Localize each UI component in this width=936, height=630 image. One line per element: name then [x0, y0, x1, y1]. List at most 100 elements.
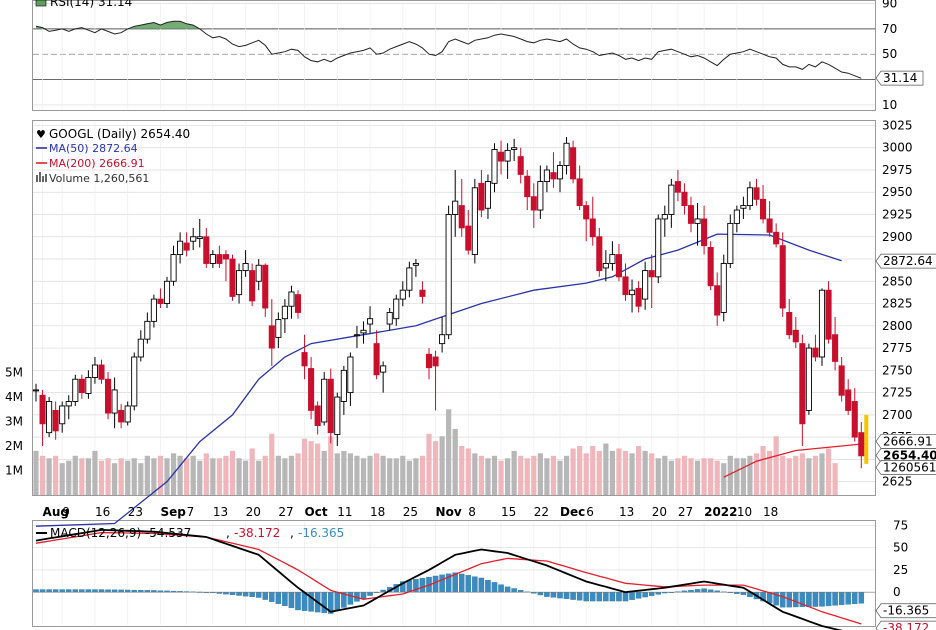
- volume-bar: [66, 460, 72, 495]
- macd-line: [35, 528, 844, 630]
- volume-bar: [295, 453, 301, 495]
- candle-body: [478, 182, 485, 211]
- ma200-value-tag: 2666.91: [883, 434, 933, 448]
- candle-body: [78, 378, 85, 394]
- date-axis-label: Dec: [560, 505, 585, 519]
- candle-body: [46, 401, 53, 434]
- candle-body: [268, 325, 275, 349]
- macd-histogram-bar: [537, 592, 544, 596]
- date-axis-label: 7: [187, 505, 195, 519]
- candle-body: [642, 270, 649, 300]
- candle-body: [589, 218, 596, 238]
- date-axis-label: 23: [128, 505, 143, 519]
- candle-body: [177, 240, 184, 256]
- macd-histogram-bar: [472, 576, 478, 593]
- macd-legend-signal: -38.172: [234, 526, 280, 540]
- candle-body: [452, 200, 459, 215]
- macd-histogram-bar: [642, 592, 648, 598]
- macd-histogram-bar: [852, 592, 858, 605]
- volume-bar: [708, 458, 714, 495]
- macd-histogram-bar: [229, 592, 236, 596]
- volume-bar: [347, 453, 353, 495]
- candle-body: [144, 320, 151, 340]
- candle-body: [504, 149, 511, 162]
- macd-histogram-bar: [793, 592, 799, 608]
- macd-histogram-bar: [262, 592, 268, 600]
- macd-axis-label: 0: [893, 585, 901, 599]
- candle-body: [72, 378, 79, 402]
- volume-bar: [275, 455, 281, 495]
- price-axis-label: 2775: [882, 341, 913, 355]
- candle-body: [419, 289, 426, 297]
- volume-bar: [144, 455, 150, 495]
- volume-bar: [216, 458, 222, 495]
- date-axis-label: Aug: [43, 505, 69, 519]
- volume-bar: [629, 453, 635, 495]
- volume-bar: [485, 458, 491, 495]
- volume-bar: [249, 448, 255, 495]
- candle-body: [347, 356, 354, 394]
- candle-body: [779, 245, 786, 309]
- candle-body: [766, 218, 773, 233]
- macd-histogram-bar: [491, 582, 498, 593]
- macd-histogram-bar: [806, 592, 812, 607]
- price-axis-label: 2925: [882, 208, 913, 222]
- volume-bar: [439, 436, 445, 495]
- macd-histogram-bar: [583, 592, 589, 602]
- volume-bar: [721, 463, 727, 495]
- candle-body: [740, 205, 747, 209]
- macd-histogram-bar: [275, 592, 282, 604]
- volume-bar: [819, 453, 825, 495]
- ma50-value-tag: 2872.64: [883, 254, 933, 268]
- volume-bar: [315, 443, 321, 495]
- candle-body: [340, 369, 347, 402]
- candle-body: [543, 169, 550, 183]
- candle-body: [746, 187, 753, 207]
- price-axis-label: 2975: [882, 163, 913, 177]
- volume-bar: [256, 460, 262, 495]
- right-axis-labels: 1030507090262526502675270027252750277528…: [864, 0, 936, 630]
- volume-bar: [229, 450, 236, 495]
- macd-histogram-bar: [504, 586, 511, 593]
- candle-body: [386, 312, 393, 325]
- volume-bar: [544, 458, 550, 495]
- volume-bars: [33, 409, 838, 495]
- volume-bar: [288, 455, 295, 495]
- candle-body: [288, 291, 295, 307]
- date-axis-label: Oct: [305, 505, 328, 519]
- candle-body: [517, 156, 524, 175]
- macd-histogram-bar: [249, 592, 255, 598]
- macd-histogram-bar: [832, 592, 838, 606]
- candle-body: [720, 263, 727, 313]
- candle-body: [615, 254, 622, 278]
- candle-body: [399, 289, 406, 300]
- candle-body: [308, 368, 315, 411]
- volume-bar: [118, 458, 124, 495]
- candle-body: [367, 318, 374, 325]
- macd-histogram-bar: [629, 592, 635, 600]
- macd-histogram-bar: [825, 592, 832, 607]
- macd-histogram-bar: [498, 584, 504, 593]
- candle-body: [380, 365, 387, 373]
- candle-body: [157, 298, 164, 304]
- macd-histogram-bar: [478, 577, 485, 593]
- date-axis-label: 25: [403, 505, 418, 519]
- volume-bar: [518, 455, 524, 495]
- candle-body: [170, 254, 177, 282]
- volume-bar: [531, 455, 537, 495]
- volume-bar: [767, 450, 773, 495]
- volume-bar: [577, 446, 583, 495]
- macd-histogram-bar: [694, 589, 701, 593]
- volume-bar: [223, 455, 229, 495]
- candle-body: [203, 236, 210, 264]
- macd-histogram-bar: [59, 589, 65, 593]
- candle-body: [412, 263, 419, 266]
- macd-histogram-bar: [367, 592, 373, 596]
- macd-legend-hist: -16.365: [298, 526, 344, 540]
- price-axis-label: 2625: [882, 475, 913, 489]
- candlesticks: [32, 137, 865, 469]
- date-axis-label: 27: [678, 505, 693, 519]
- candle-body: [537, 181, 544, 211]
- volume-bar: [636, 446, 642, 495]
- volume-bar: [825, 448, 832, 495]
